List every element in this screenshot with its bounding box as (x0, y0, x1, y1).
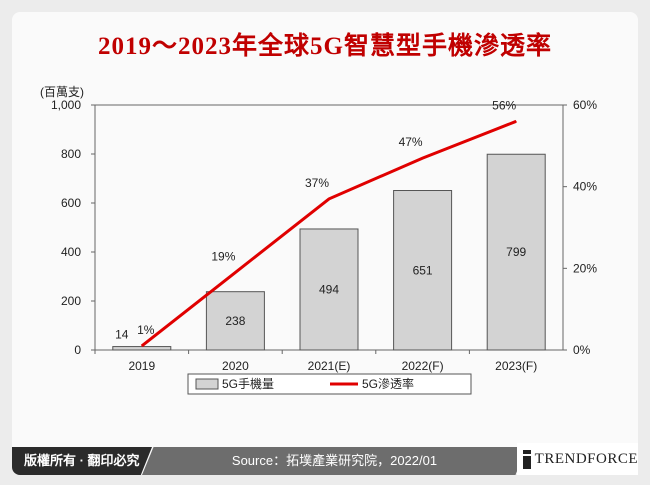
bar (205, 291, 265, 351)
x-tick-label: 2019 (128, 359, 155, 373)
left-tick-label: 800 (61, 147, 81, 161)
line-point (141, 345, 143, 347)
line-point (234, 271, 236, 273)
x-tick-label: 2021(E) (308, 359, 351, 373)
left-tick-label: 1,000 (51, 98, 81, 112)
legend-bar-swatch (195, 378, 219, 390)
legend-bar-label: 5G手機量 (222, 376, 274, 391)
bar-value-label: 494 (319, 282, 339, 296)
right-tick-label: 40% (573, 180, 597, 194)
bar (112, 346, 172, 351)
line-value-label: 47% (399, 135, 423, 149)
legend-line-label: 5G滲透率 (362, 376, 414, 391)
bar-value-label: 799 (506, 245, 526, 259)
line-value-label: 37% (305, 176, 329, 190)
footer: 版權所有 · 翻印必究 Source：拓墣產業研究院，2022/01 TREND… (12, 443, 638, 475)
logo-text: TRENDFORCE (534, 450, 638, 467)
line-point (422, 157, 424, 159)
bar-value-label: 651 (413, 263, 433, 277)
source-note: Source：拓墣產業研究院，2022/01 (142, 447, 527, 475)
left-tick-label: 200 (61, 294, 81, 308)
left-tick-label: 600 (61, 196, 81, 210)
legend (187, 373, 472, 395)
line-point (328, 198, 330, 200)
line-value-label: 1% (137, 323, 155, 337)
x-tick-label: 2023(F) (495, 359, 537, 373)
bar-value-label: 14 (115, 328, 129, 342)
bar (486, 153, 546, 351)
line-value-label: 19% (211, 249, 235, 263)
line-value-label: 56% (492, 98, 516, 112)
left-tick-label: 400 (61, 245, 81, 259)
right-tick-label: 60% (573, 98, 597, 112)
trendforce-logo: TRENDFORCE (517, 443, 638, 475)
bar (393, 190, 453, 351)
bar-value-label: 238 (225, 314, 245, 328)
right-tick-label: 20% (573, 261, 597, 275)
x-tick-label: 2020 (222, 359, 249, 373)
left-tick-label: 0 (74, 343, 81, 357)
chart-title: 2019～2023年全球5G智慧型手機滲透率 (98, 33, 552, 60)
right-tick-label: 0% (573, 343, 591, 357)
copyright-notice: 版權所有 · 翻印必究 (12, 447, 152, 475)
x-tick-label: 2022(F) (402, 359, 444, 373)
bar (299, 228, 359, 351)
trendforce-logo-icon (523, 450, 531, 469)
y-left-unit-label: (百萬支) (40, 85, 84, 99)
line-point (515, 120, 517, 122)
